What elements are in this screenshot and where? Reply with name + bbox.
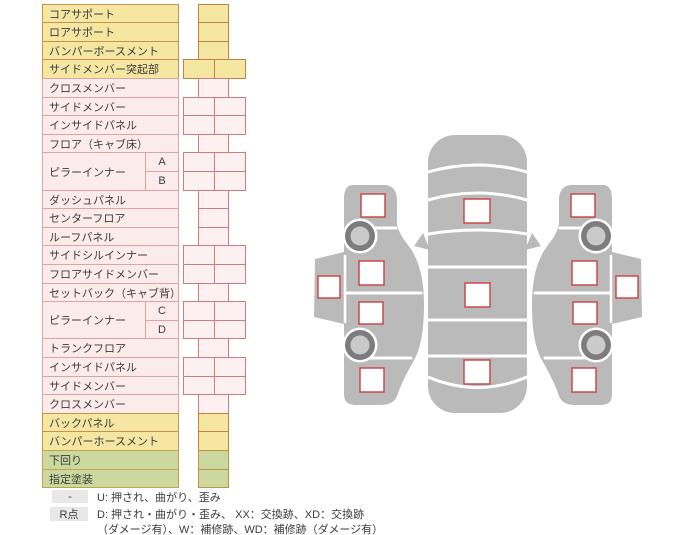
hood-separator [426, 191, 529, 202]
damage-entry-cell[interactable] [198, 469, 229, 488]
row-label: クロスメンバー [42, 394, 179, 414]
row-label: 指定塗装 [42, 469, 179, 488]
right-car-body [532, 185, 642, 405]
damage-entry-cell[interactable] [214, 59, 246, 79]
legend-line-u: U: 押され、曲がり、歪み [97, 492, 221, 504]
left-front-wheel [342, 218, 378, 254]
sub-row-label: A [145, 152, 179, 172]
legend-line-d2: （ダメージ有）、W：補修跡、WD：補修跡（ダメージ有） [97, 524, 384, 535]
legend-badge-u: - [52, 490, 88, 503]
damage-checkbox-left-front-pillar[interactable] [358, 260, 385, 286]
right-mirror-icon [525, 233, 541, 250]
damage-checkbox-hood[interactable] [463, 198, 491, 224]
row-label: サイドメンバー突起部 [42, 59, 179, 79]
damage-checkbox-right-door[interactable] [615, 275, 639, 299]
right-side-view [532, 185, 642, 405]
sub-row-label: C [145, 301, 179, 321]
damage-checkbox-trunk[interactable] [463, 359, 491, 385]
damage-checkbox-left-rear-pillar[interactable] [358, 301, 384, 325]
damage-checkbox-right-front-pillar[interactable] [571, 260, 598, 286]
top-view [414, 135, 541, 413]
right-rear-wheel [578, 327, 614, 363]
row-label: クロスメンバー [42, 78, 179, 98]
left-mirror-icon [414, 233, 430, 250]
damage-checkbox-right-front-fender[interactable] [570, 193, 596, 218]
damage-checkbox-left-front-fender[interactable] [360, 193, 386, 218]
row-label: フロア（キャブ床） [42, 134, 179, 153]
damage-entry-cell[interactable] [214, 320, 246, 339]
left-car-body [314, 185, 424, 405]
damage-entry-cell[interactable] [214, 115, 246, 135]
row-label: バンパーホースメント [42, 431, 179, 451]
damage-checkbox-right-rear-fender[interactable] [571, 367, 597, 393]
rear-window-separator [426, 375, 529, 389]
row-label: バックパネル [42, 413, 179, 432]
damage-entry-cell[interactable] [214, 264, 246, 284]
left-side-view [314, 185, 424, 405]
top-view-body [428, 135, 527, 413]
legend-line-d: D: 押され・曲がり・歪み、 XX：交換跡、XD：交換跡 [97, 509, 365, 521]
damage-checkbox-roof[interactable] [464, 282, 491, 308]
row-label: センターフロア [42, 208, 179, 228]
damage-entry-cell[interactable] [214, 376, 246, 395]
row-label: フロアサイドメンバー [42, 264, 179, 284]
windshield-separator [426, 228, 529, 236]
row-label: サイドメンバー [42, 97, 179, 116]
row-label: バンパーボースメント [42, 41, 179, 60]
row-label: サイドシルインナー [42, 245, 179, 265]
damage-checkbox-left-rear-fender[interactable] [359, 367, 385, 393]
bumper-separator [426, 163, 529, 174]
damage-checkbox-left-door[interactable] [317, 275, 341, 299]
right-front-wheel [578, 218, 614, 254]
damage-entry-cell[interactable] [214, 171, 246, 191]
damage-checkbox-right-rear-pillar[interactable] [572, 301, 598, 325]
left-rear-wheel [342, 327, 378, 363]
row-label: ピラーインナー [42, 152, 146, 191]
row-label: インサイドパネル [42, 115, 179, 135]
row-label: ピラーインナー [42, 301, 146, 339]
legend-badge-r: R点 [50, 507, 88, 521]
